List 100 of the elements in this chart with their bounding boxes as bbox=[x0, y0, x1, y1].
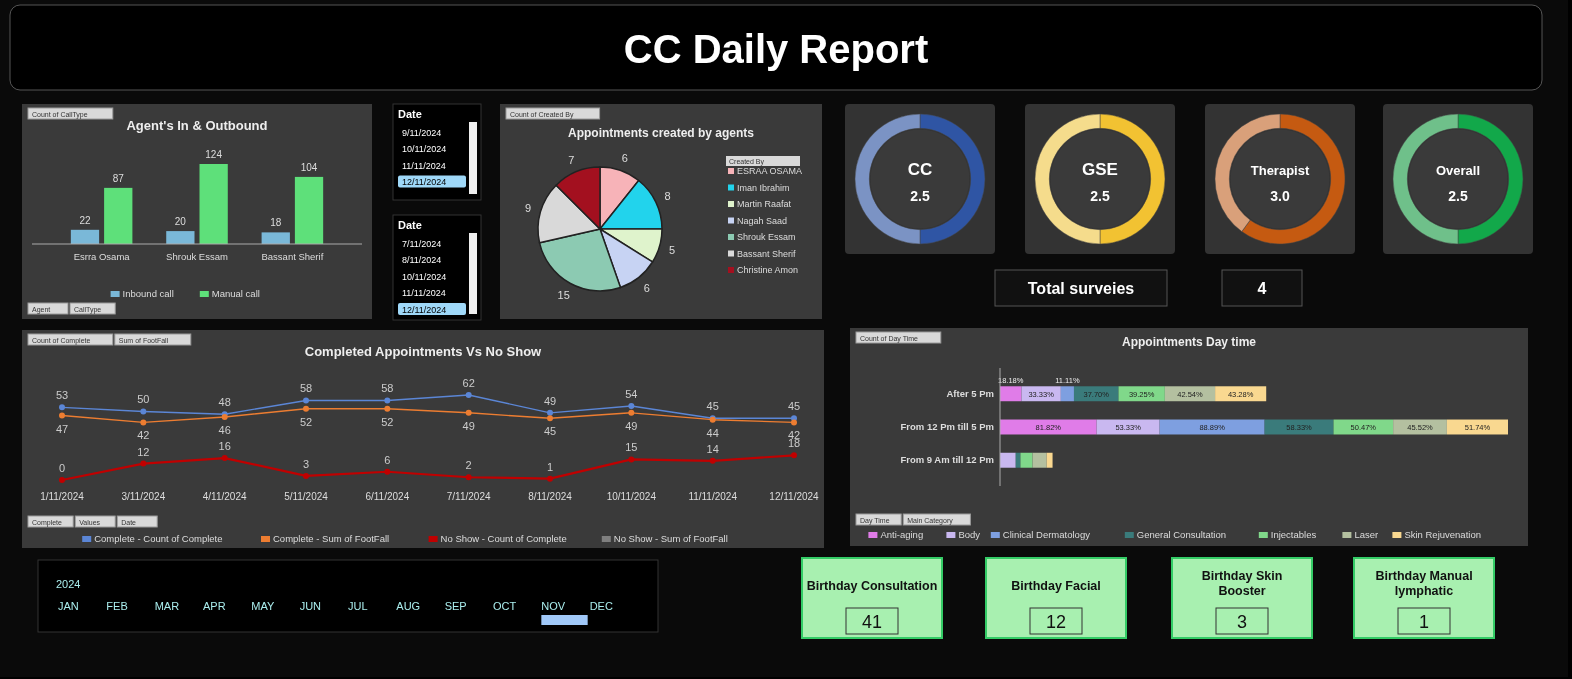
point bbox=[140, 408, 147, 415]
text: AUG bbox=[396, 600, 421, 612]
bar bbox=[1000, 452, 1016, 468]
x-tick-label: 7/11/2024 bbox=[446, 491, 491, 502]
point bbox=[59, 477, 65, 483]
data-label: 18 bbox=[270, 217, 282, 229]
text: 9/11/2024 bbox=[402, 127, 442, 138]
legend-label: Complete - Count of Complete bbox=[94, 533, 223, 544]
text: APR bbox=[203, 600, 226, 612]
text: MAY bbox=[251, 600, 276, 612]
data-label: 49 bbox=[462, 419, 475, 432]
text: 11/11/2024 bbox=[402, 288, 446, 298]
text: 12/11/2024 bbox=[402, 304, 447, 315]
legend-label: Laser bbox=[1354, 529, 1379, 540]
text: Date bbox=[398, 219, 422, 231]
point bbox=[221, 455, 228, 462]
point bbox=[628, 409, 635, 416]
legend-label: General Consultation bbox=[1136, 529, 1227, 540]
x-tick-label: 11/11/2024 bbox=[688, 491, 738, 502]
legend-label: Anti-aging bbox=[880, 529, 924, 540]
chart-title: Completed Appointments Vs No Show bbox=[304, 344, 543, 359]
data-label: 46 bbox=[218, 423, 231, 436]
text: DEC bbox=[589, 600, 613, 612]
point bbox=[547, 415, 553, 422]
legend-label: No Show - Sum of FootFall bbox=[613, 533, 728, 544]
bar bbox=[1020, 452, 1033, 468]
point bbox=[384, 405, 391, 412]
data-label: 1 bbox=[546, 460, 554, 473]
legend-label: Nagah Saad bbox=[737, 215, 788, 226]
text: Birthday Facial bbox=[1011, 579, 1101, 593]
data-label: 50 bbox=[137, 393, 150, 406]
point bbox=[547, 475, 553, 482]
data-label: 7 bbox=[568, 153, 575, 166]
data-label: 53 bbox=[55, 389, 69, 402]
data-label: 45 bbox=[706, 400, 719, 413]
point bbox=[303, 397, 309, 404]
text: SEP bbox=[444, 600, 467, 612]
legend-label: Injectables bbox=[1270, 529, 1317, 540]
chart-title: Agent's In & Outbound bbox=[126, 118, 268, 133]
point bbox=[791, 452, 797, 459]
legend-label: Inbound call bbox=[122, 288, 174, 299]
data-label: 49 bbox=[543, 394, 557, 407]
point bbox=[303, 405, 309, 412]
text: 12 bbox=[1045, 612, 1067, 632]
text: 3 bbox=[1236, 612, 1248, 632]
data-label: 0 bbox=[58, 462, 66, 474]
bar bbox=[104, 187, 133, 244]
text: GSE bbox=[1082, 160, 1118, 179]
point bbox=[59, 404, 65, 411]
text: 12/11/2024 bbox=[402, 177, 447, 187]
point bbox=[465, 474, 472, 481]
data-label: 15 bbox=[625, 441, 638, 454]
point bbox=[465, 392, 472, 398]
data-label: 58 bbox=[381, 382, 394, 395]
point bbox=[384, 397, 391, 404]
text: Date bbox=[398, 108, 422, 120]
text: 1 bbox=[1418, 612, 1430, 632]
data-label: 5 bbox=[669, 243, 676, 256]
x-tick-label: 4/11/2024 bbox=[202, 491, 247, 502]
chart-title: Appointments created by agents bbox=[567, 126, 755, 140]
text: 2024 bbox=[56, 578, 81, 590]
point bbox=[465, 409, 472, 416]
x-tick-label: 5/11/2024 bbox=[284, 491, 329, 502]
point bbox=[791, 419, 797, 426]
text: 3.0 bbox=[1270, 188, 1290, 204]
text: Birthday Skin Booster bbox=[1201, 569, 1283, 598]
bar bbox=[166, 231, 195, 244]
point bbox=[59, 412, 65, 419]
data-label: 9 bbox=[524, 202, 531, 215]
text: JUL bbox=[348, 600, 368, 612]
y-tick-label: From 12 Pm till 5 Pm bbox=[900, 421, 994, 432]
x-tick-label: 3/11/2024 bbox=[121, 491, 166, 502]
data-label: 20 bbox=[174, 216, 187, 228]
data-label: 6 bbox=[384, 453, 391, 466]
text: 10/11/2024 bbox=[402, 144, 447, 154]
bar bbox=[1000, 386, 1022, 402]
data-label: 52 bbox=[381, 415, 394, 428]
x-tick-label: 12/11/2024 bbox=[769, 491, 820, 502]
data-label: 47 bbox=[55, 422, 69, 435]
data-label: 14 bbox=[706, 442, 719, 455]
text: Birthday Manual lymphatic bbox=[1375, 569, 1473, 598]
text: 41 bbox=[861, 612, 883, 632]
chart-title: Appointments Day time bbox=[1121, 335, 1257, 349]
data-label: 49 bbox=[625, 419, 638, 432]
point bbox=[140, 419, 147, 426]
data-label: 52 bbox=[299, 415, 313, 428]
legend-label: Martin Raafat bbox=[737, 199, 792, 209]
data-label: 3 bbox=[302, 457, 310, 470]
point bbox=[709, 457, 716, 464]
data-label: 104 bbox=[300, 161, 318, 173]
text: 2.5 bbox=[910, 188, 930, 204]
x-tick-label: 1/11/2024 bbox=[40, 491, 85, 502]
point bbox=[384, 468, 391, 475]
data-label: 54 bbox=[625, 387, 638, 400]
legend-label: ESRAA OSAMA bbox=[737, 166, 803, 176]
point bbox=[628, 456, 635, 463]
bar bbox=[294, 176, 324, 244]
bar bbox=[1060, 386, 1074, 402]
text: MAR bbox=[154, 600, 180, 612]
bar bbox=[1046, 452, 1053, 468]
